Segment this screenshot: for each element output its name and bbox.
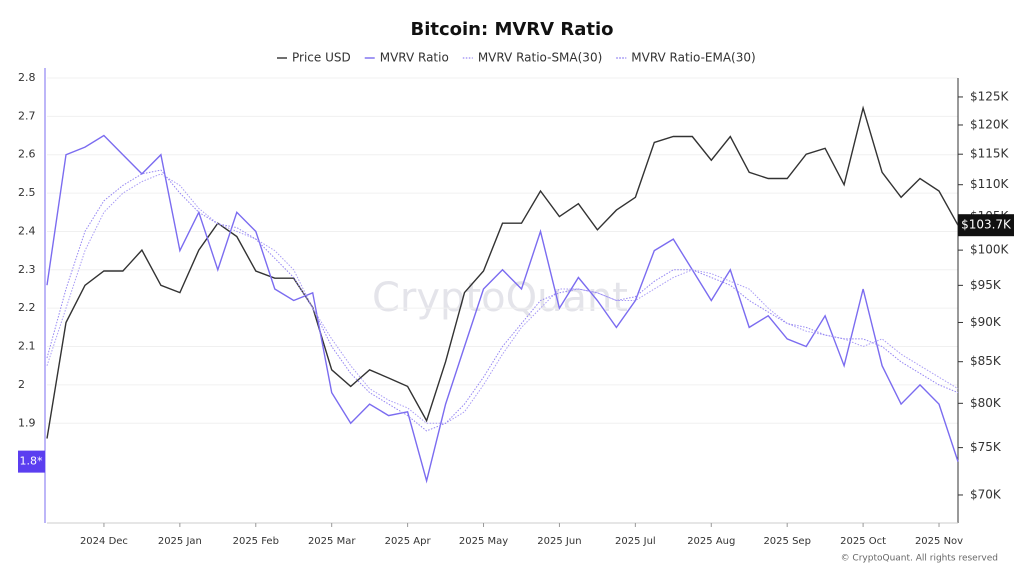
legend-label: MVRV Ratio xyxy=(380,51,449,65)
y2-tick-label: $100K xyxy=(970,243,1010,257)
y2-tick-label: $70K xyxy=(970,487,1002,501)
y-tick-label: 2.6 xyxy=(18,148,36,161)
series-line xyxy=(46,169,959,432)
x-tick-label: 2025 Jan xyxy=(158,536,202,547)
x-tick-label: 2025 Apr xyxy=(385,536,432,547)
y2-tick-label: $110K xyxy=(970,177,1010,191)
footer: © CryptoQuant. All rights reserved xyxy=(841,554,998,564)
y2-tick-label: $75K xyxy=(970,440,1002,454)
y-tick-label: 2.1 xyxy=(18,340,36,353)
x-tick-label: 2025 Nov xyxy=(915,536,963,547)
y-tick-label: 2 xyxy=(18,378,25,391)
x-tick-label: 2025 May xyxy=(459,536,508,547)
y2-tick-label: $120K xyxy=(970,117,1010,131)
series-line xyxy=(46,105,959,439)
y-marker-box xyxy=(18,450,45,473)
x-tick-label: 2025 Aug xyxy=(687,536,735,547)
y-marker-label: 1.8* xyxy=(20,455,43,468)
y2-tick-label: $90K xyxy=(970,315,1002,329)
y2-marker-box xyxy=(958,214,1014,237)
chart-title: Bitcoin: MVRV Ratio xyxy=(410,19,613,40)
y2-marker-label: $103.7K xyxy=(961,218,1012,232)
x-tick-label: 2024 Dec xyxy=(80,536,128,547)
x-tick-label: 2025 Jun xyxy=(537,536,581,547)
y2-tick-label: $125K xyxy=(970,89,1010,103)
y-tick-label: 2.5 xyxy=(18,186,36,199)
x-tick-label: 2025 Sep xyxy=(763,536,810,547)
y-tick-label: 2.3 xyxy=(18,263,36,276)
legend-label: MVRV Ratio-SMA(30) xyxy=(478,51,602,65)
x-tick-label: 2025 Mar xyxy=(308,536,356,547)
watermark: CryptoQuant xyxy=(372,275,628,321)
x-tick-label: 2025 Feb xyxy=(233,536,279,547)
y2-tick-label: $80K xyxy=(970,396,1002,410)
y2-tick-label: $85K xyxy=(970,354,1002,368)
series-line xyxy=(46,173,959,424)
legend-label: Price USD xyxy=(292,51,351,65)
y-tick-label: 2.4 xyxy=(18,224,36,237)
y2-tick-label: $95K xyxy=(970,278,1002,292)
legend-label: MVRV Ratio-EMA(30) xyxy=(631,51,755,65)
y2-tick-label: $115K xyxy=(970,147,1010,161)
x-tick-label: 2025 Jul xyxy=(615,536,656,547)
x-tick-label: 2025 Oct xyxy=(840,536,886,547)
y-tick-label: 2.8 xyxy=(18,71,36,84)
y-tick-label: 2.7 xyxy=(18,109,36,122)
y-tick-label: 1.9 xyxy=(18,416,36,429)
y-tick-label: 2.2 xyxy=(18,301,36,314)
